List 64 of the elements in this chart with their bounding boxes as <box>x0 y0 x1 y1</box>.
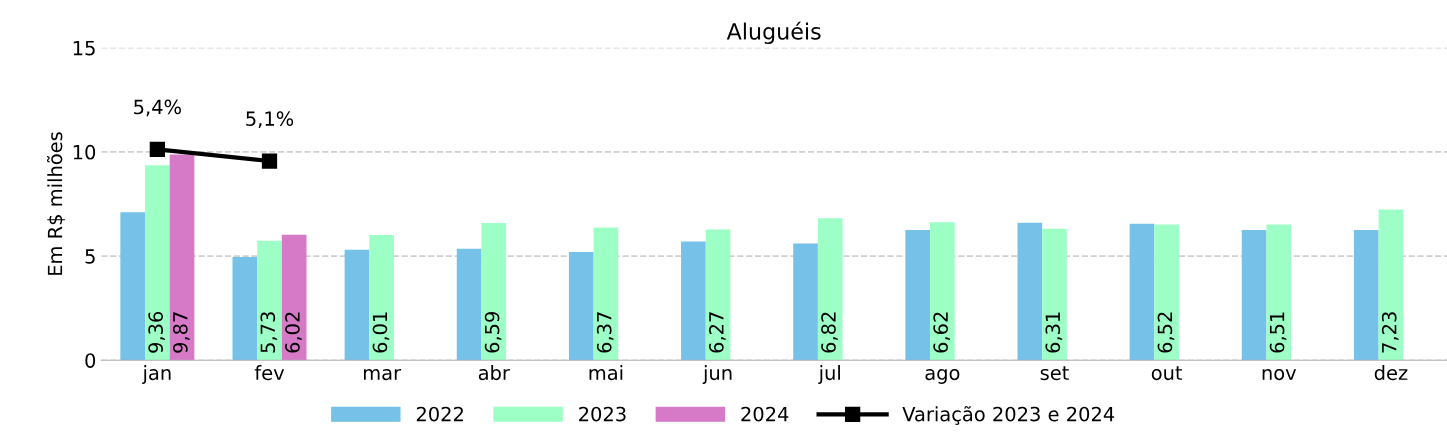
bar <box>481 222 507 361</box>
data-label: 7,23 <box>1381 312 1399 353</box>
data-label: 6,01 <box>372 312 390 353</box>
y-tick-label: 0 <box>85 353 96 368</box>
data-label: 9,36 <box>148 311 165 353</box>
x-tick-label: jun <box>702 365 732 384</box>
bar <box>1129 223 1155 361</box>
bar <box>793 243 818 361</box>
legend-label: 2024 <box>741 406 789 422</box>
legend-label: 2022 <box>416 406 463 422</box>
data-label: 6,31 <box>1045 312 1063 353</box>
data-label: 6,82 <box>821 312 838 353</box>
data-label: 6,02 <box>285 312 302 353</box>
bar <box>593 227 619 361</box>
bar <box>257 240 282 361</box>
x-tick-label: dez <box>1374 365 1408 381</box>
data-label: 6,27 <box>709 312 726 353</box>
x-tick-label: jul <box>818 365 840 384</box>
bar <box>930 222 955 361</box>
bar <box>1266 224 1292 361</box>
bar <box>1353 230 1379 361</box>
data-label: 9,87 <box>172 312 190 353</box>
data-label: 6,62 <box>933 312 950 353</box>
bar <box>681 241 706 361</box>
data-label: 6,37 <box>596 312 614 353</box>
bar <box>120 212 146 361</box>
data-label: 6,52 <box>1157 312 1175 353</box>
bar <box>705 229 731 361</box>
bar <box>1042 228 1067 361</box>
bar <box>232 257 258 361</box>
bar <box>369 235 394 361</box>
legend-label: 2023 <box>579 406 626 422</box>
bar <box>169 154 195 361</box>
bar <box>344 249 370 361</box>
x-tick-label: abr <box>478 365 510 381</box>
bar <box>145 165 170 361</box>
bar <box>456 248 482 361</box>
y-axis-title: Em R$ milhões <box>46 132 65 275</box>
chart-title: Aluguéis <box>726 21 821 45</box>
x-tick-label: nov <box>1262 368 1297 381</box>
legend-label: Variação 2023 e 2024 <box>902 406 1115 425</box>
bar <box>1241 230 1267 361</box>
bar <box>1017 222 1043 361</box>
x-tick-label: jan <box>142 365 171 384</box>
x-tick-label: out <box>1151 366 1183 381</box>
y-tick-label: 5 <box>85 249 95 264</box>
data-label: 5,1% <box>246 111 294 128</box>
bar <box>905 230 931 361</box>
bar <box>568 251 594 361</box>
x-tick-label: mai <box>589 365 623 381</box>
data-label: 5,4% <box>134 99 181 117</box>
bar <box>1378 209 1404 361</box>
x-tick-label: fev <box>254 365 285 381</box>
x-tick-label: set <box>1040 366 1069 381</box>
y-tick-label: 10 <box>73 144 96 160</box>
data-label: 5,73 <box>260 312 278 353</box>
x-tick-label: ago <box>925 368 960 384</box>
bar <box>1154 224 1179 361</box>
data-label: 6,59 <box>484 312 502 353</box>
bar <box>817 218 843 361</box>
y-tick-label: 15 <box>73 40 95 56</box>
data-label: 6,51 <box>1269 312 1287 353</box>
x-tick-label: mar <box>363 368 402 381</box>
bar <box>281 234 307 361</box>
